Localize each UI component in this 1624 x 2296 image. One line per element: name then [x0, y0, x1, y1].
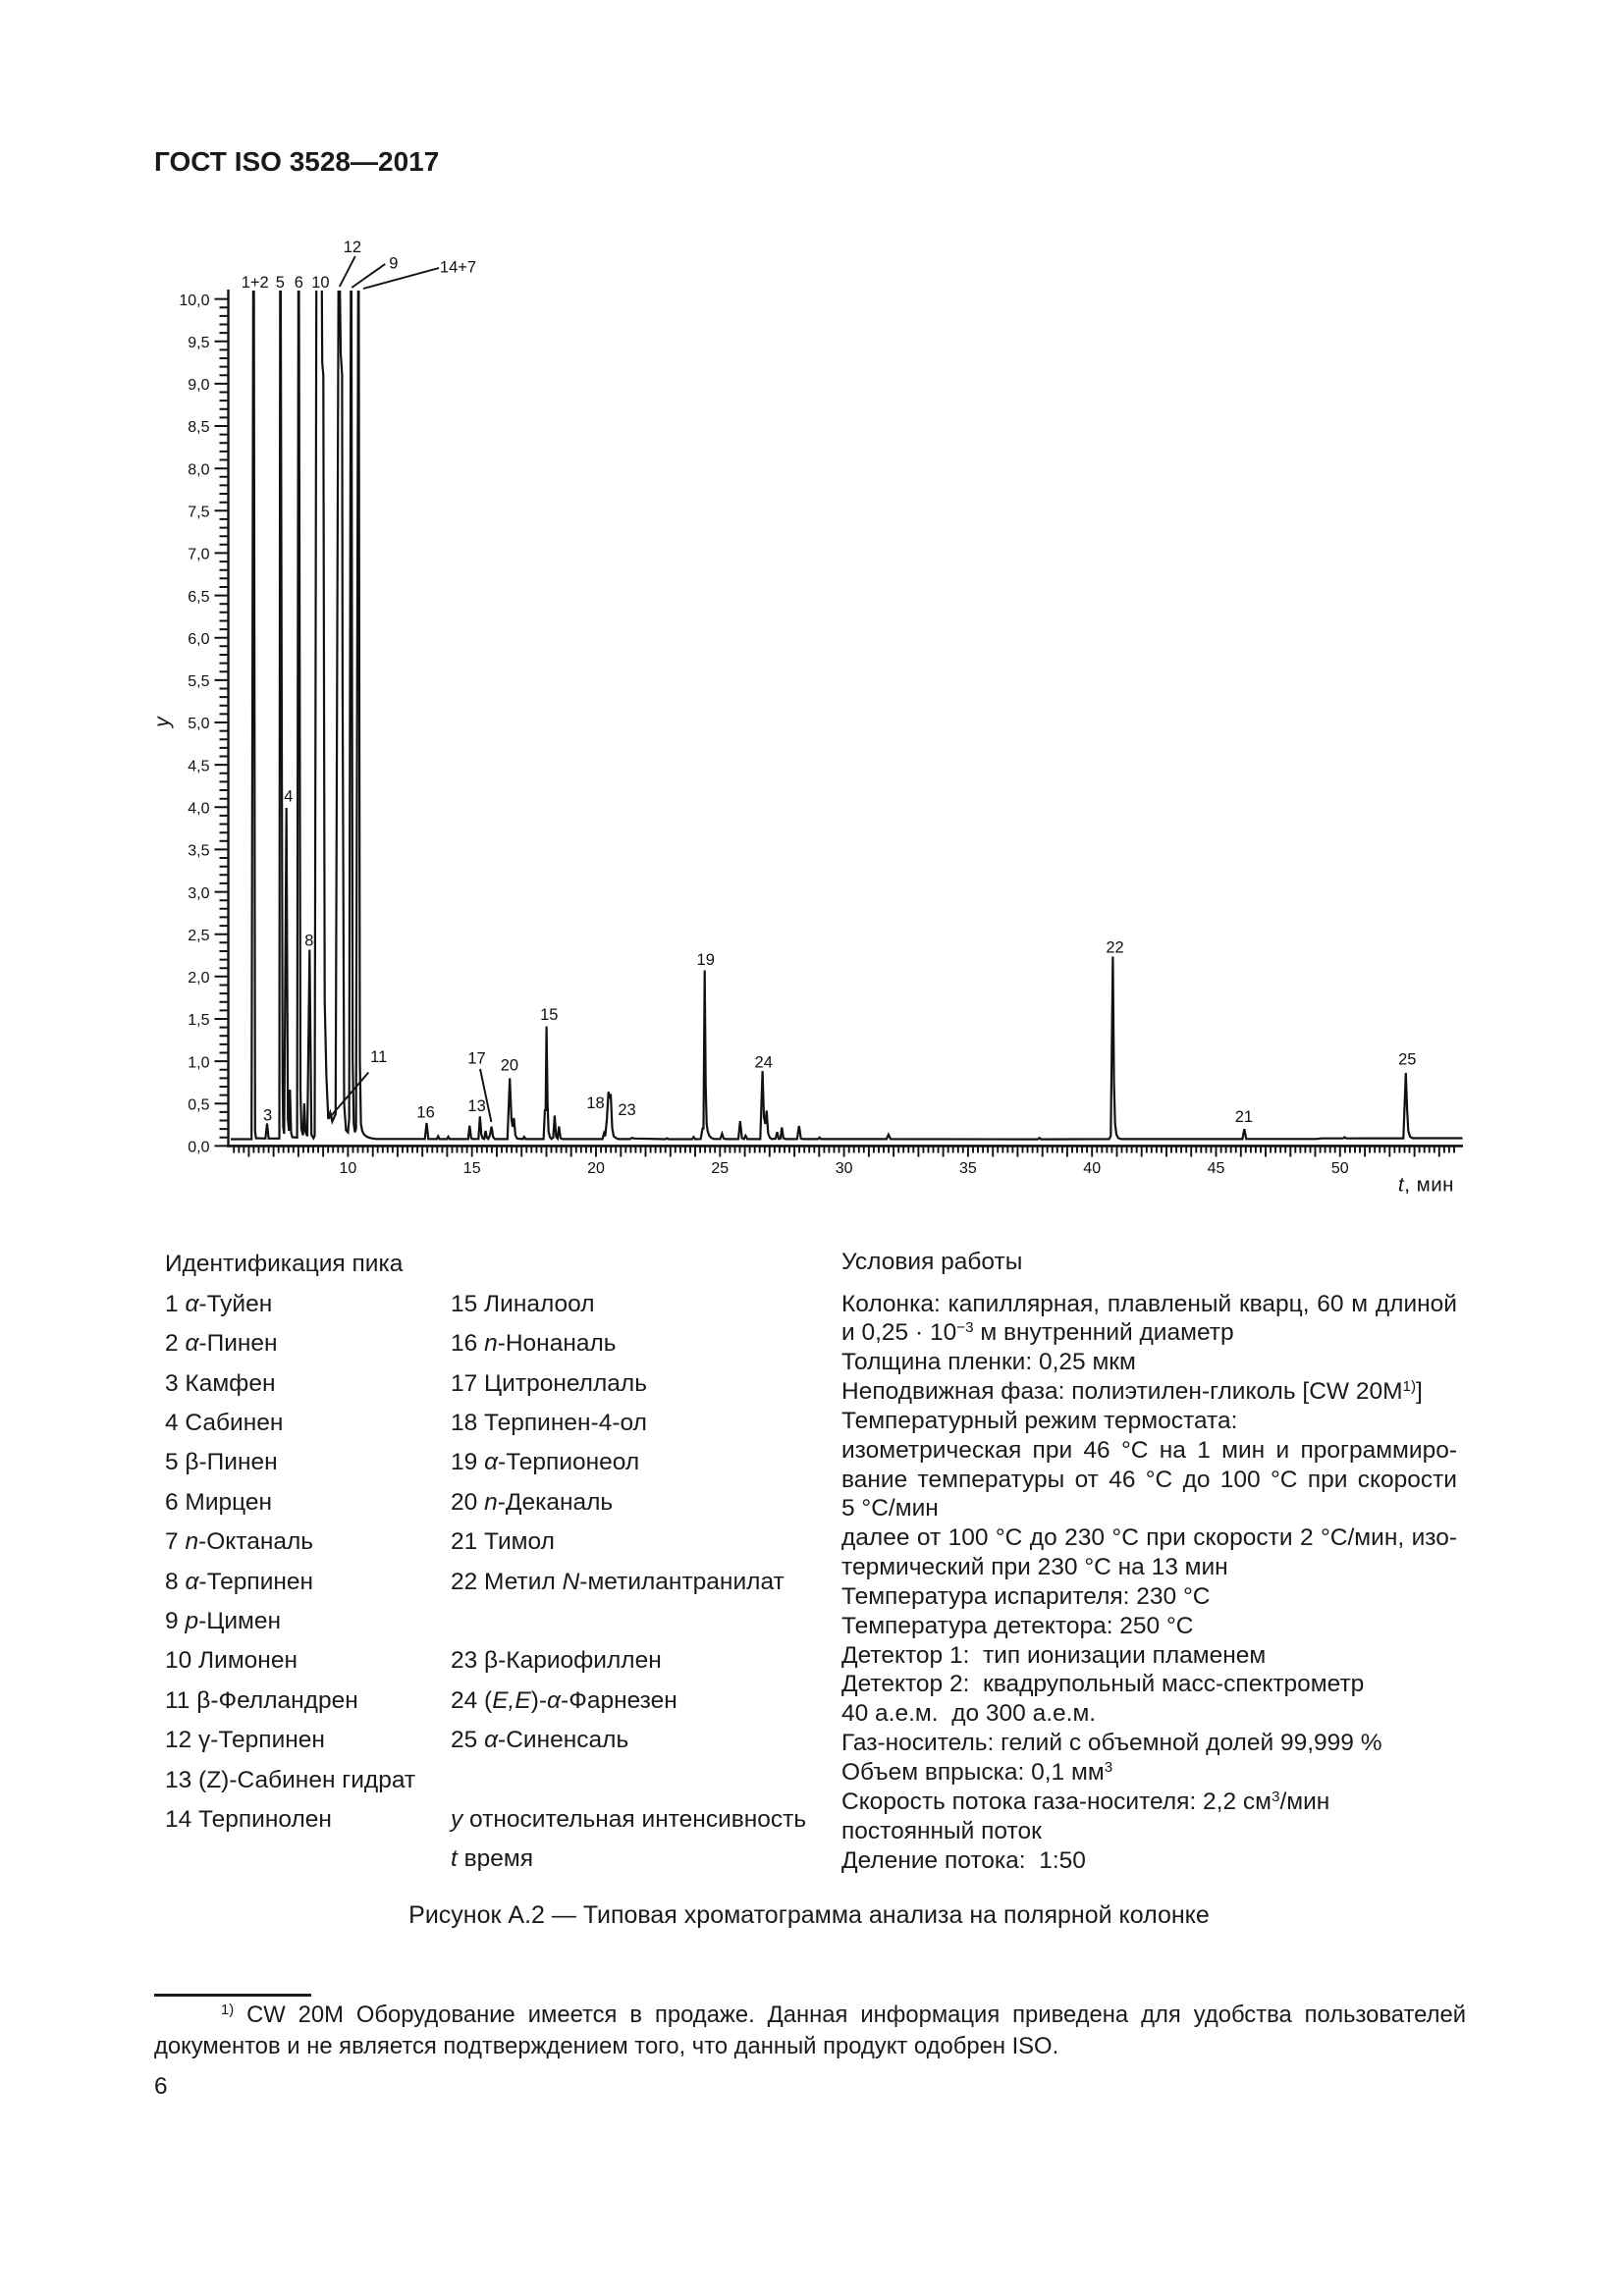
svg-text:3,0: 3,0 [188, 885, 209, 902]
svg-text:3: 3 [263, 1107, 272, 1125]
svg-text:4,5: 4,5 [188, 758, 209, 774]
svg-text:7,0: 7,0 [188, 547, 209, 563]
svg-text:20: 20 [587, 1160, 605, 1177]
svg-text:0,0: 0,0 [188, 1140, 209, 1156]
svg-text:1,0: 1,0 [188, 1054, 209, 1071]
svg-text:1+2: 1+2 [242, 274, 269, 292]
svg-text:17: 17 [467, 1050, 485, 1068]
svg-text:18: 18 [586, 1095, 604, 1112]
svg-text:8,5: 8,5 [188, 419, 209, 436]
svg-text:4: 4 [284, 788, 293, 806]
svg-text:9: 9 [389, 255, 398, 273]
svg-text:t, мин: t, мин [1398, 1174, 1454, 1197]
svg-text:25: 25 [711, 1160, 729, 1177]
svg-text:12: 12 [344, 239, 361, 256]
svg-text:4,0: 4,0 [188, 801, 209, 818]
svg-text:14+7: 14+7 [440, 259, 476, 277]
svg-text:8: 8 [304, 933, 313, 950]
svg-text:20: 20 [501, 1056, 518, 1074]
svg-text:5,0: 5,0 [188, 716, 209, 732]
svg-text:1,5: 1,5 [188, 1012, 209, 1029]
svg-text:3,5: 3,5 [188, 843, 209, 860]
svg-text:7,5: 7,5 [188, 505, 209, 521]
svg-text:10: 10 [311, 274, 329, 292]
svg-text:22: 22 [1106, 939, 1123, 957]
svg-text:15: 15 [463, 1160, 481, 1177]
svg-text:30: 30 [836, 1160, 853, 1177]
svg-text:23: 23 [618, 1101, 635, 1119]
svg-text:13: 13 [467, 1097, 485, 1115]
svg-text:16: 16 [416, 1104, 434, 1122]
svg-text:2,5: 2,5 [188, 928, 209, 944]
svg-text:19: 19 [697, 951, 715, 969]
svg-text:y: y [151, 716, 174, 729]
svg-text:11: 11 [370, 1048, 387, 1066]
svg-text:45: 45 [1208, 1160, 1225, 1177]
svg-text:50: 50 [1331, 1160, 1349, 1177]
svg-text:35: 35 [959, 1160, 977, 1177]
svg-text:10: 10 [340, 1160, 357, 1177]
svg-text:9,0: 9,0 [188, 377, 209, 394]
svg-text:8,0: 8,0 [188, 461, 209, 478]
svg-text:6,0: 6,0 [188, 631, 209, 648]
svg-text:21: 21 [1235, 1108, 1253, 1126]
svg-text:9,5: 9,5 [188, 335, 209, 351]
svg-text:5: 5 [276, 274, 285, 292]
svg-text:24: 24 [755, 1054, 773, 1072]
svg-text:2,0: 2,0 [188, 970, 209, 987]
svg-text:40: 40 [1083, 1160, 1101, 1177]
svg-text:6,5: 6,5 [188, 589, 209, 606]
svg-text:5,5: 5,5 [188, 673, 209, 690]
svg-text:15: 15 [540, 1006, 558, 1024]
svg-text:6: 6 [295, 274, 303, 292]
svg-text:10,0: 10,0 [179, 293, 209, 309]
svg-text:0,5: 0,5 [188, 1097, 209, 1114]
svg-text:25: 25 [1398, 1051, 1416, 1069]
